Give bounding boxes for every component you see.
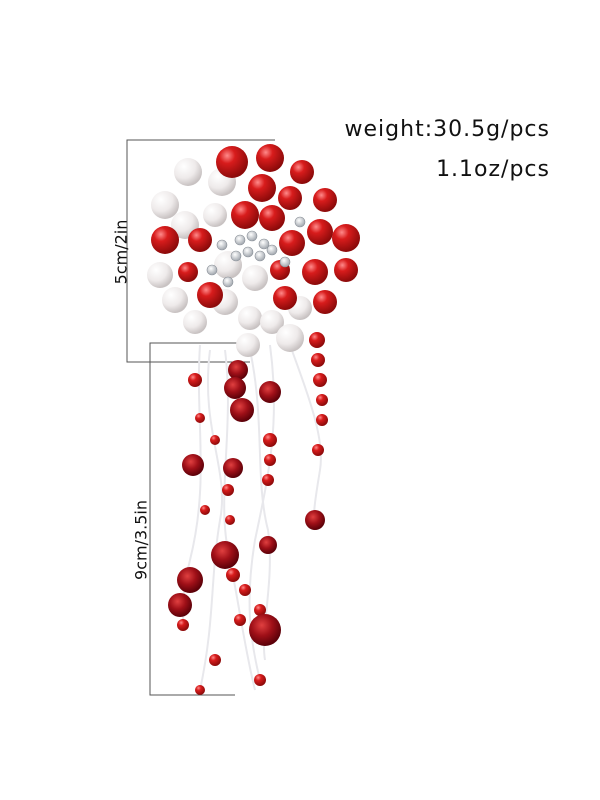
white-pearl: [236, 333, 260, 357]
brooch: [147, 144, 360, 357]
bead: [222, 484, 234, 496]
white-pearl: [276, 324, 304, 352]
red-pearl: [259, 205, 285, 231]
length-label: 9cm/3.5in: [132, 500, 151, 580]
weight-oz-label: 1.1oz/pcs: [436, 157, 550, 182]
red-pearl: [278, 186, 302, 210]
red-pearl: [334, 258, 358, 282]
measurement-lines: [126, 139, 275, 696]
white-pearl: [203, 203, 227, 227]
bead: [234, 614, 246, 626]
bead: [200, 505, 210, 515]
bead: [239, 584, 251, 596]
rhinestone: [246, 230, 258, 242]
white-pearl: [147, 262, 173, 288]
red-pearl: [197, 282, 223, 308]
rhinestone: [230, 250, 242, 262]
white-pearl: [174, 158, 202, 186]
red-pearl: [231, 201, 259, 229]
red-pearl: [273, 286, 297, 310]
bead: [182, 454, 204, 476]
bead: [195, 685, 205, 695]
red-pearl: [216, 146, 248, 178]
bead: [254, 604, 266, 616]
bead: [262, 474, 274, 486]
bead: [305, 510, 325, 530]
bead: [264, 454, 276, 466]
bead: [223, 458, 243, 478]
rhinestone: [266, 244, 278, 256]
red-pearl: [290, 160, 314, 184]
bead: [316, 394, 328, 406]
red-pearl: [248, 174, 276, 202]
width-label: 5cm/2in: [112, 220, 131, 285]
white-pearl: [183, 310, 207, 334]
red-pearl: [313, 188, 337, 212]
red-pearl: [279, 230, 305, 256]
bead: [168, 593, 192, 617]
bead: [225, 515, 235, 525]
width-bracket: [126, 139, 275, 363]
red-pearl: [188, 228, 212, 252]
rhinestone: [206, 264, 218, 276]
bead: [230, 398, 254, 422]
bead: [313, 373, 327, 387]
strand: [199, 349, 224, 691]
rhinestone: [216, 239, 228, 251]
red-pearl: [332, 224, 360, 252]
bead: [188, 373, 202, 387]
bead: [177, 619, 189, 631]
red-pearl: [178, 262, 198, 282]
bead: [312, 444, 324, 456]
white-pearl: [260, 310, 284, 334]
bead: [226, 568, 240, 582]
bead: [259, 536, 277, 554]
bead: [228, 360, 248, 380]
white-pearl: [242, 265, 268, 291]
rhinestone: [242, 246, 254, 258]
bead: [316, 414, 328, 426]
bead: [309, 332, 325, 348]
bead: [210, 435, 220, 445]
bead: [224, 377, 246, 399]
strand: [289, 344, 322, 531]
white-pearl: [238, 306, 262, 330]
bead: [254, 674, 266, 686]
red-pearl: [313, 290, 337, 314]
rhinestone: [258, 238, 270, 250]
length-bracket: [149, 342, 240, 696]
bead: [177, 567, 203, 593]
weight-label: weight:30.5g/pcs: [345, 117, 550, 142]
white-pearl: [151, 191, 179, 219]
red-pearl: [307, 219, 333, 245]
rhinestone: [234, 234, 246, 246]
bead: [209, 654, 221, 666]
bead: [211, 541, 239, 569]
rhinestone: [254, 250, 266, 262]
red-pearl: [302, 259, 328, 285]
bead: [263, 433, 277, 447]
white-pearl: [162, 287, 188, 313]
red-pearl: [151, 226, 179, 254]
rhinestone: [294, 216, 306, 228]
tassels: [168, 332, 328, 695]
rhinestone: [279, 256, 291, 268]
bead: [259, 381, 281, 403]
red-pearl: [256, 144, 284, 172]
bead: [311, 353, 325, 367]
bead: [249, 614, 281, 646]
bead: [195, 413, 205, 423]
rhinestone: [222, 276, 234, 288]
